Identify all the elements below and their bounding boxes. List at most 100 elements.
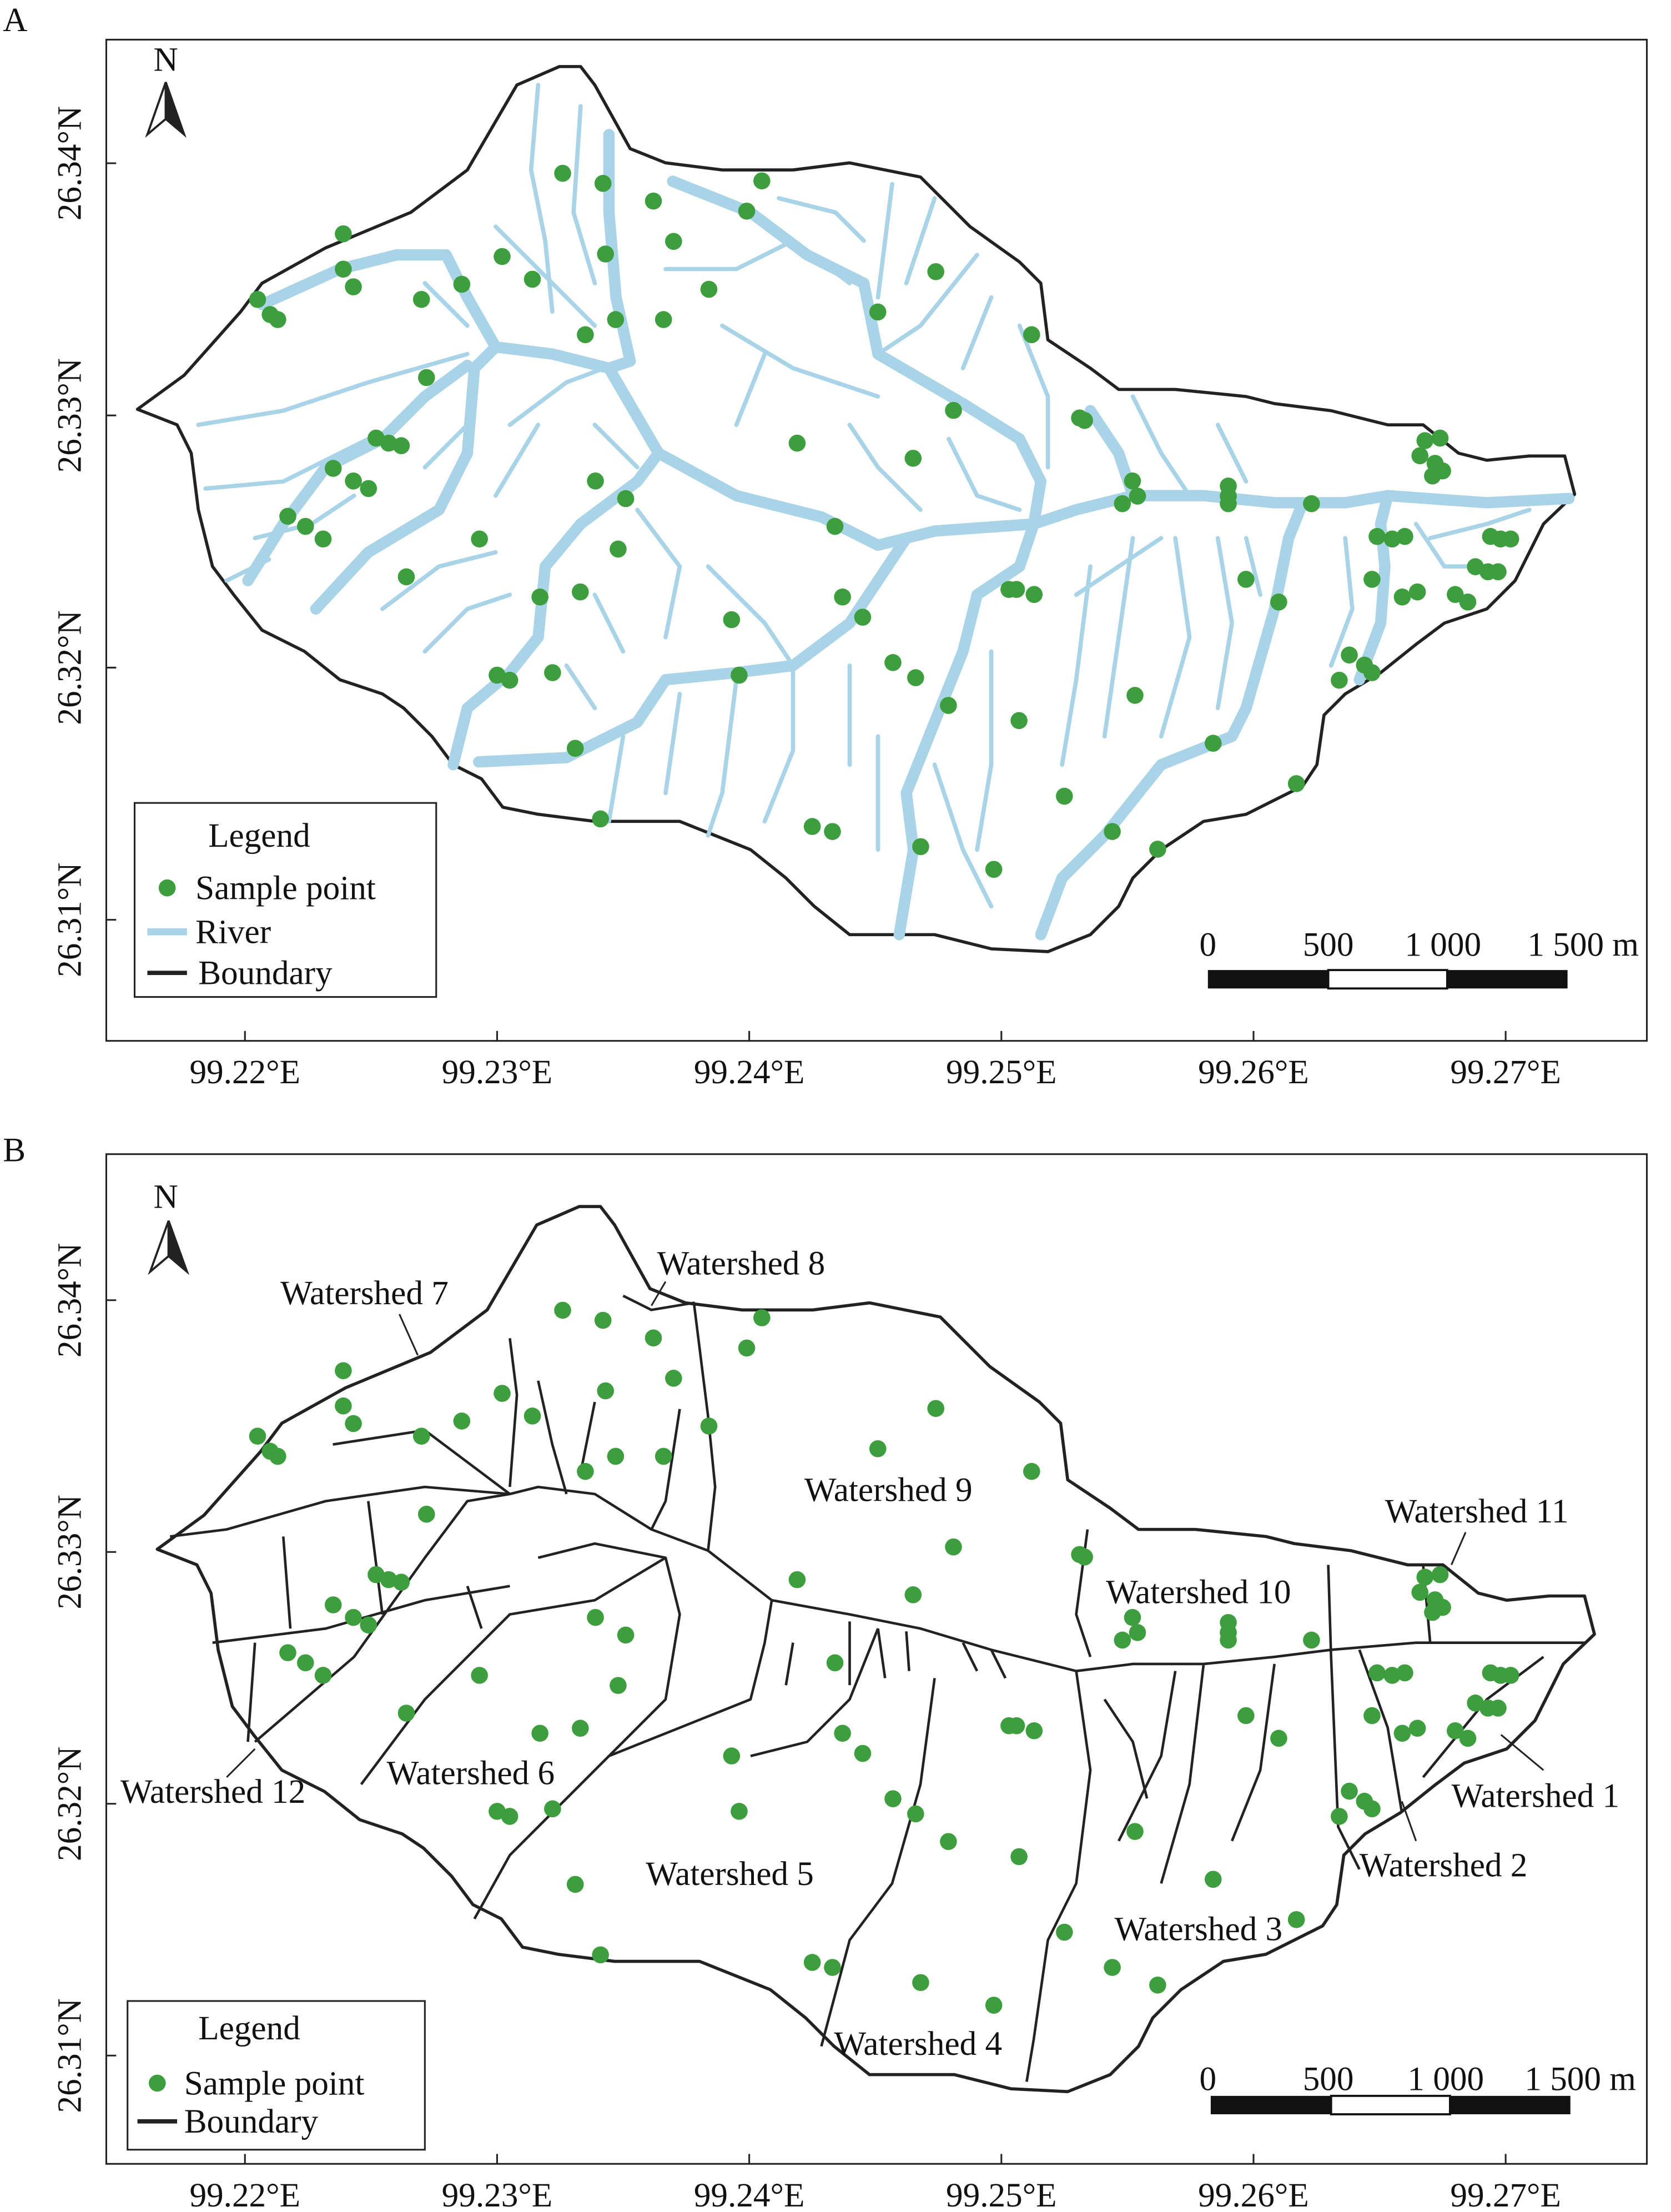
- sample-point: [1383, 530, 1401, 548]
- sample-point: [655, 1447, 672, 1465]
- sample-point: [1287, 775, 1305, 792]
- leader-line: [1451, 1532, 1467, 1565]
- sample-point: [731, 1803, 748, 1820]
- sample-point: [1104, 1959, 1121, 1976]
- north-label: N: [153, 1178, 178, 1216]
- x-tick-label: 99.25°E: [946, 2176, 1057, 2212]
- sample-point: [1411, 447, 1429, 465]
- sample-point: [453, 275, 471, 293]
- sample-point: [1447, 1722, 1464, 1740]
- x-tick-label: 99.26°E: [1198, 2176, 1309, 2212]
- sample-point: [494, 1385, 511, 1402]
- sample-point: [1149, 1976, 1166, 1994]
- sample-point: [494, 248, 511, 265]
- sample-point: [1025, 1722, 1043, 1740]
- sample-point: [501, 671, 519, 689]
- leader-line: [1401, 1801, 1417, 1842]
- sample-point: [577, 1462, 594, 1480]
- sample-point: [645, 1329, 662, 1347]
- sample-point: [1393, 1725, 1411, 1742]
- x-tick-label: 99.26°E: [1198, 1053, 1309, 1091]
- sample-point: [1023, 326, 1040, 344]
- sample-point: [597, 245, 615, 263]
- sample-point: [610, 1677, 627, 1694]
- sample-point: [1424, 467, 1441, 485]
- sample-point: [345, 1415, 362, 1432]
- legend-label: Boundary: [184, 2103, 319, 2140]
- north-arrow: [164, 82, 187, 138]
- panel-b: B N Legend Sample point Boundary 0 500 1…: [3, 1131, 1648, 2212]
- sample-point: [907, 1805, 924, 1823]
- sample-point: [665, 233, 682, 250]
- sample-point: [1331, 1808, 1348, 1825]
- sample-point: [417, 369, 435, 386]
- sample-point: [1124, 472, 1141, 490]
- sample-point: [572, 1720, 589, 1737]
- sample-point: [904, 1586, 922, 1603]
- sample-point: [1287, 1911, 1305, 1928]
- sample-point: [1237, 571, 1255, 588]
- legend-box: [133, 802, 437, 998]
- sample-point: [788, 434, 806, 452]
- north-label: N: [153, 41, 178, 79]
- sample-point: [607, 1447, 625, 1465]
- watershed-label: Watershed 8: [657, 1245, 826, 1283]
- sample-point: [1204, 735, 1222, 752]
- sample-point: [566, 740, 584, 757]
- sample-point: [985, 1997, 1003, 2014]
- sample-point: [324, 1596, 342, 1613]
- sample-point: [1008, 1717, 1025, 1735]
- sample-point: [884, 654, 902, 671]
- sample-point: [1331, 671, 1348, 689]
- sample-point: [1341, 646, 1358, 664]
- legend-symbol: [148, 2074, 166, 2092]
- sample-point: [314, 1667, 332, 1684]
- sample-point: [1204, 1871, 1222, 1888]
- sample-point: [554, 164, 571, 182]
- sample-point: [531, 588, 548, 606]
- sample-point: [753, 172, 771, 190]
- scale-label: 0: [1199, 2060, 1216, 2098]
- y-tick-label: 26.34°N: [51, 106, 89, 220]
- y-tick-label: 26.32°N: [51, 610, 89, 725]
- sample-point: [335, 260, 352, 278]
- x-tick-label: 99.24°E: [694, 2176, 805, 2212]
- sample-point: [738, 1339, 756, 1357]
- y-tick-label: 26.31°N: [51, 862, 89, 977]
- sample-point: [1416, 1568, 1434, 1586]
- sample-point: [1408, 583, 1426, 601]
- sample-point: [1396, 527, 1413, 545]
- panel-a: A N Legend Sample point River Boundary 0…: [3, 1, 1648, 1091]
- sample-point: [335, 1362, 352, 1380]
- legend-title: Legend: [208, 817, 310, 854]
- sample-point: [803, 1954, 821, 1971]
- river: [196, 83, 1532, 909]
- x-tick-label: 99.24°E: [694, 1053, 805, 1091]
- sample-point: [324, 460, 342, 477]
- sample-point: [397, 568, 415, 586]
- map-frame: [105, 1153, 1648, 2165]
- sample-point: [1303, 495, 1320, 512]
- sample-point: [940, 1833, 957, 1851]
- sample-point: [945, 1538, 962, 1556]
- sample-point: [1502, 530, 1519, 548]
- sample-point: [392, 437, 410, 455]
- sample-point: [392, 1573, 410, 1591]
- sample-point: [554, 1301, 571, 1319]
- x-tick-label: 99.23°E: [442, 1053, 553, 1091]
- sample-point: [1408, 1720, 1426, 1737]
- panel-label: A: [3, 1, 27, 39]
- sample-point: [1393, 588, 1411, 606]
- sample-point: [592, 810, 609, 828]
- sample-point: [985, 861, 1003, 878]
- sample-point: [1220, 1631, 1237, 1649]
- legend-label: Boundary: [198, 954, 333, 992]
- sample-point: [1149, 841, 1166, 858]
- sample-point: [854, 1745, 872, 1762]
- legend-symbol: [158, 879, 176, 897]
- sample-point: [314, 530, 332, 548]
- watershed-label: Watershed 11: [1385, 1492, 1569, 1530]
- sample-point: [1459, 594, 1477, 611]
- y-tick-label: 26.31°N: [51, 1998, 89, 2113]
